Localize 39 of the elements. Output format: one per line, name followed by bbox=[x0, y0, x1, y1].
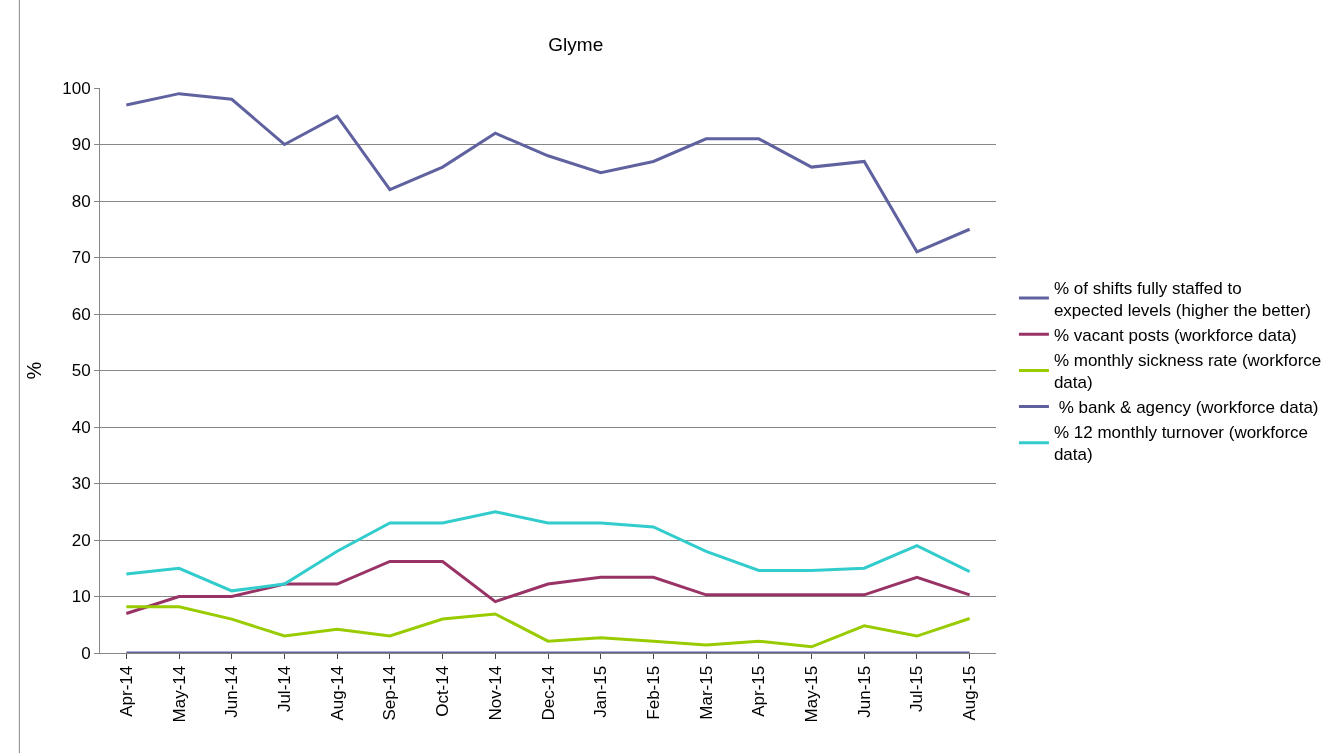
x-tick-label: Nov-14 bbox=[485, 665, 505, 721]
legend-label: % bank & agency (workforce data) bbox=[1053, 398, 1319, 418]
x-tick-label: Apr-15 bbox=[749, 665, 769, 717]
x-tick-label: Jul-15 bbox=[907, 665, 927, 713]
y-tick-label: 0 bbox=[81, 643, 91, 663]
y-tick-label: 90 bbox=[71, 135, 91, 155]
y-tick-label: 10 bbox=[71, 587, 91, 607]
y-tick-label: 20 bbox=[71, 530, 91, 550]
x-tick-label: Jul-14 bbox=[274, 665, 294, 713]
line-series bbox=[124, 559, 972, 615]
x-tick-label: Sep-14 bbox=[380, 665, 400, 721]
x-tick-label: Aug-14 bbox=[327, 665, 347, 721]
y-tick-label: 50 bbox=[71, 361, 91, 381]
legend-label: % 12 monthly turnover (workforce data) bbox=[1053, 423, 1309, 465]
y-tick-label: 60 bbox=[71, 304, 91, 324]
x-tick-label: Aug-15 bbox=[960, 665, 980, 721]
y-tick-label: 70 bbox=[71, 248, 91, 268]
legend-label: % of shifts fully staffed to expected levels (higher the better) bbox=[1053, 278, 1311, 320]
y-tick-label: 30 bbox=[71, 474, 91, 494]
x-tick-label: May-14 bbox=[169, 665, 189, 723]
legend-label: % monthly sickness rate (workforce data) bbox=[1053, 350, 1322, 393]
x-tick-label: Apr-14 bbox=[116, 665, 136, 717]
line-series bbox=[124, 92, 972, 254]
y-tick-label: 100 bbox=[62, 78, 91, 98]
line-series bbox=[124, 510, 972, 593]
x-tick-label: May-15 bbox=[802, 665, 822, 723]
y-axis-title: % bbox=[22, 361, 45, 380]
x-tick-label: Feb-15 bbox=[643, 665, 663, 720]
y-tick-label: 40 bbox=[71, 417, 91, 437]
x-tick-label: Mar-15 bbox=[696, 665, 716, 720]
x-tick-label: Oct-14 bbox=[433, 665, 453, 717]
x-tick-label: Dec-14 bbox=[538, 665, 558, 721]
x-tick-label: Jan-15 bbox=[591, 665, 611, 718]
y-tick-label: 80 bbox=[71, 191, 91, 211]
legend-label: % vacant posts (workforce data) bbox=[1053, 325, 1297, 345]
line-series bbox=[124, 605, 972, 649]
x-tick-label: Jun-14 bbox=[222, 665, 242, 718]
x-tick-label: Jun-15 bbox=[854, 665, 874, 718]
chart-title: Glyme bbox=[548, 33, 604, 55]
